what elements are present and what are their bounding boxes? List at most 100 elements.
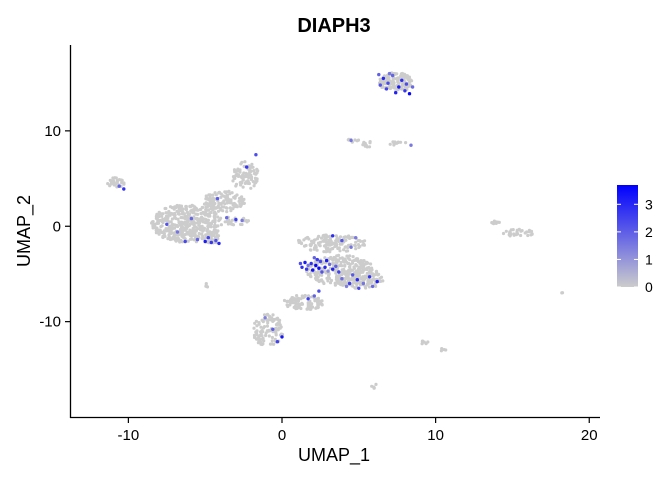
x-tick-label: 10 — [427, 427, 444, 444]
cell-point — [230, 191, 234, 195]
cell-point — [224, 206, 228, 210]
cell-point — [255, 324, 259, 328]
expressing-cell-point — [378, 83, 382, 87]
cell-point — [440, 347, 444, 351]
cell-point — [382, 74, 387, 78]
cell-point — [271, 319, 275, 323]
expressing-cell-point — [300, 265, 304, 269]
expressing-cell-point — [370, 284, 375, 289]
cell-point — [271, 313, 275, 317]
cell-point — [355, 282, 359, 287]
cell-point — [341, 257, 345, 261]
cell-point — [360, 260, 364, 264]
cell-point — [362, 268, 366, 272]
cell-point — [182, 212, 186, 216]
cell-point — [337, 277, 341, 281]
cell-point — [299, 241, 303, 245]
cell-point — [249, 177, 253, 181]
cell-point — [348, 271, 352, 275]
cell-point — [258, 334, 262, 338]
cell-point — [328, 281, 333, 285]
cell-point — [231, 175, 236, 179]
cell-point — [359, 263, 363, 267]
expressing-cell-point — [347, 281, 352, 286]
cell-point — [508, 231, 512, 235]
cell-point — [242, 164, 246, 168]
cell-point — [375, 272, 379, 276]
expressing-cell-point — [400, 78, 404, 83]
expressing-cell-point — [298, 261, 303, 266]
cell-point — [343, 245, 347, 249]
cell-point — [399, 85, 403, 89]
cell-point — [336, 259, 341, 263]
cell-point — [110, 179, 114, 183]
cell-point — [381, 85, 385, 89]
cell-point — [388, 86, 392, 91]
cell-point — [249, 173, 253, 177]
cell-point — [286, 304, 290, 309]
cell-point — [560, 291, 565, 295]
cell-point — [353, 243, 357, 247]
cell-point — [157, 232, 161, 236]
cell-point — [405, 74, 409, 78]
cell-point — [223, 220, 227, 224]
cell-point — [158, 211, 162, 216]
cell-point — [191, 211, 195, 215]
cell-point — [182, 236, 186, 240]
cell-point — [225, 210, 229, 214]
cell-point — [299, 297, 303, 301]
cell-point — [357, 267, 361, 271]
cell-point — [315, 237, 320, 241]
cell-point — [339, 260, 343, 265]
cell-point — [234, 182, 239, 186]
cell-point — [342, 260, 346, 264]
cell-point — [156, 221, 160, 225]
cell-point — [337, 246, 341, 250]
cell-point — [205, 196, 209, 200]
cell-point — [363, 239, 367, 243]
cell-point — [262, 313, 267, 317]
cell-point — [359, 269, 363, 273]
cell-point — [361, 279, 365, 283]
cell-point — [171, 235, 175, 239]
cell-point — [169, 231, 173, 236]
expressing-cell-point — [214, 238, 218, 243]
expressing-cell-point — [361, 281, 366, 286]
cell-point — [238, 170, 242, 174]
cell-point — [329, 257, 333, 261]
cell-point — [520, 229, 524, 233]
legend-ticks: 0 1 2 3 — [617, 196, 653, 295]
cell-point — [527, 230, 531, 234]
expressing-cell-point — [381, 76, 386, 81]
cell-point — [242, 201, 246, 205]
cell-point — [424, 342, 428, 346]
chart-title: DIAPH3 — [297, 15, 370, 37]
cell-point — [306, 301, 310, 305]
cell-point — [243, 160, 247, 164]
x-axis-title: UMAP_1 — [298, 445, 370, 466]
cell-point — [490, 221, 494, 225]
cell-point — [204, 210, 208, 214]
expressing-cell-point — [409, 143, 413, 147]
cell-point — [242, 197, 246, 201]
expressing-cell-point — [245, 165, 249, 169]
cell-point — [400, 72, 404, 76]
cell-point — [326, 248, 330, 252]
cell-point — [324, 237, 328, 241]
cell-point — [309, 248, 313, 252]
cell-point — [296, 296, 301, 300]
cell-point — [327, 276, 331, 280]
cell-point — [369, 281, 373, 285]
expressing-cell-point — [320, 270, 324, 274]
cell-point — [205, 221, 209, 225]
cell-point — [169, 237, 173, 241]
cell-point — [246, 179, 250, 184]
cell-point — [492, 219, 496, 223]
cell-point — [338, 256, 342, 260]
cell-point — [351, 235, 355, 240]
cell-point — [259, 325, 263, 329]
cell-point — [238, 202, 242, 206]
cell-point — [420, 342, 424, 346]
cell-point — [334, 239, 338, 243]
cell-point — [270, 335, 274, 340]
